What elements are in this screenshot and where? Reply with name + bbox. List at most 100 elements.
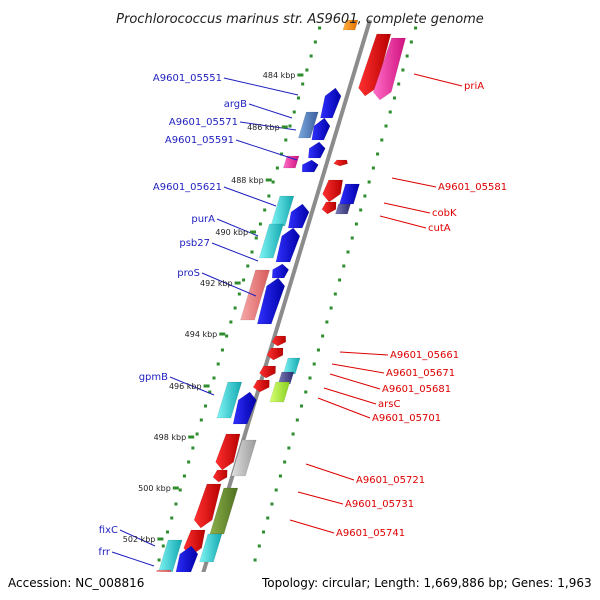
gene-purA[interactable] (258, 223, 284, 259)
right-gene-label[interactable]: A9601_05581 (438, 182, 507, 193)
kbp-tick-label: 486 kbp (247, 123, 280, 132)
gene-small-blue[interactable] (271, 263, 290, 279)
left-gene-label[interactable]: fixC (99, 525, 118, 536)
right-leader-line (413, 73, 463, 87)
left-gene-label[interactable]: purA (191, 214, 215, 225)
right-gene-label[interactable]: cobK (432, 208, 457, 219)
gene-priA-magenta[interactable] (372, 37, 406, 101)
right-leader-line (317, 397, 371, 419)
accession-label: Accession: NC_008816 (8, 576, 144, 590)
left-gene-label[interactable]: proS (177, 268, 200, 279)
kbp-tick-label: 496 kbp (169, 382, 202, 391)
left-leader-line (169, 376, 215, 396)
gene-argB-steel[interactable] (298, 111, 319, 139)
right-leader-line (323, 387, 377, 405)
gene-A9601-05621-blue[interactable] (287, 203, 310, 229)
right-gene-label[interactable]: A9601_05681 (382, 384, 451, 395)
right-gene-label[interactable]: A9601_05741 (336, 528, 405, 539)
gene-argB[interactable] (311, 117, 331, 141)
gene-gpmB-blue[interactable] (232, 391, 257, 425)
gene-small-red[interactable] (333, 159, 348, 167)
strand-guides (149, 26, 418, 590)
right-gene-label[interactable]: arsC (378, 399, 400, 410)
gene-A9601-05591[interactable] (301, 159, 319, 173)
kbp-tick-label: 492 kbp (200, 279, 233, 288)
gene-A9601-05661-red[interactable] (271, 335, 287, 347)
gene-A9601-05721-grey[interactable] (231, 439, 257, 477)
kbp-ticks: 484 kbp 486 kbp 488 kbp 490 kbp 492 kbp 494 k… (123, 71, 304, 544)
left-leader-line (111, 551, 155, 567)
gene-psb27[interactable] (275, 227, 301, 263)
right-leader-line (329, 373, 381, 390)
right-leader-line (331, 363, 385, 374)
gene-features (145, 19, 406, 600)
kbp-tick-label: 490 kbp (215, 228, 248, 237)
left-leader-line (223, 186, 277, 207)
left-gene-label[interactable]: A9601_05571 (169, 117, 238, 128)
footer-bar (0, 572, 600, 600)
left-gene-label[interactable]: A9601_05621 (153, 182, 222, 193)
left-leader-line (239, 121, 297, 131)
gene-small-red-2[interactable] (212, 469, 228, 483)
right-gene-label[interactable]: A9601_05661 (390, 350, 459, 361)
kbp-tick-label: 500 kbp (138, 484, 171, 493)
gene-A9601-05581[interactable] (322, 179, 344, 203)
gene-arsC[interactable] (269, 381, 291, 403)
right-gene-label[interactable]: A9601_05701 (372, 413, 441, 424)
right-gene-label[interactable]: priA (464, 81, 484, 92)
gene-cutA-red[interactable] (321, 201, 337, 215)
gene-A9601-05571[interactable] (308, 141, 326, 159)
gene-A9601-05731-olive[interactable] (209, 487, 239, 535)
left-gene-label[interactable]: argB (224, 99, 247, 110)
right-leader-line (379, 215, 427, 229)
left-leader-line (223, 77, 299, 96)
topology-label: Topology: circular; Length: 1,669,886 bp… (261, 576, 592, 590)
left-leader-line (211, 242, 259, 262)
left-gene-label[interactable]: frr (98, 547, 110, 558)
left-leader-line (119, 529, 156, 547)
gene-priA-red[interactable] (358, 33, 392, 97)
gene-orange[interactable] (342, 19, 359, 31)
kbp-tick-label: 502 kbp (123, 535, 156, 544)
gene-A9601-05661[interactable] (266, 347, 284, 361)
gene-A9601-05681-red[interactable] (259, 365, 276, 379)
gene-A9601-05721[interactable] (215, 433, 241, 471)
left-gene-label[interactable]: psb27 (179, 238, 210, 249)
gene-gpmB[interactable] (216, 381, 243, 419)
gene-proS-pink[interactable] (240, 269, 270, 321)
right-leader-line (339, 351, 389, 356)
right-leader-line (289, 519, 335, 534)
right-gene-label[interactable]: A9601_05671 (386, 368, 455, 379)
kbp-tick-label: 488 kbp (231, 176, 264, 185)
right-gene-label[interactable]: A9601_05721 (356, 475, 425, 486)
gene-A9601-05621[interactable] (270, 195, 295, 227)
right-leader-line (297, 491, 344, 505)
left-gene-label[interactable]: A9601_05551 (153, 73, 222, 84)
right-leader-line (391, 177, 437, 188)
gene-A9601-05551[interactable] (320, 87, 342, 119)
left-gene-label[interactable]: A9601_05591 (165, 135, 234, 146)
gene-A9601-05681[interactable] (277, 371, 295, 385)
left-leader-line (235, 139, 298, 161)
gene-A9601-05731[interactable] (193, 483, 222, 529)
left-leader-line (248, 103, 293, 119)
leader-lines: A9601_05551 argB A9601_05571 A9601_05591 A96… (98, 73, 507, 567)
left-leader-line (201, 272, 257, 297)
gene-A9601-05741-cyan[interactable] (199, 533, 223, 563)
right-gene-label[interactable]: cutA (428, 223, 451, 234)
right-leader-line (305, 463, 355, 481)
gene-proS[interactable] (256, 277, 286, 325)
gene-arsC-red[interactable] (252, 379, 270, 393)
genome-title: Prochlorococcus marinus str. AS9601, com… (116, 12, 484, 27)
kbp-tick-label: 494 kbp (185, 330, 218, 339)
kbp-tick-label: 498 kbp (154, 433, 187, 442)
gene-cutA[interactable] (335, 203, 351, 215)
kbp-tick-label: 484 kbp (263, 71, 296, 80)
right-leader-line (383, 202, 431, 214)
gene-A9601-05671[interactable] (282, 357, 301, 375)
left-gene-label[interactable]: gpmB (139, 372, 168, 383)
gene-cobK[interactable] (339, 183, 360, 205)
right-gene-label[interactable]: A9601_05731 (345, 499, 414, 510)
